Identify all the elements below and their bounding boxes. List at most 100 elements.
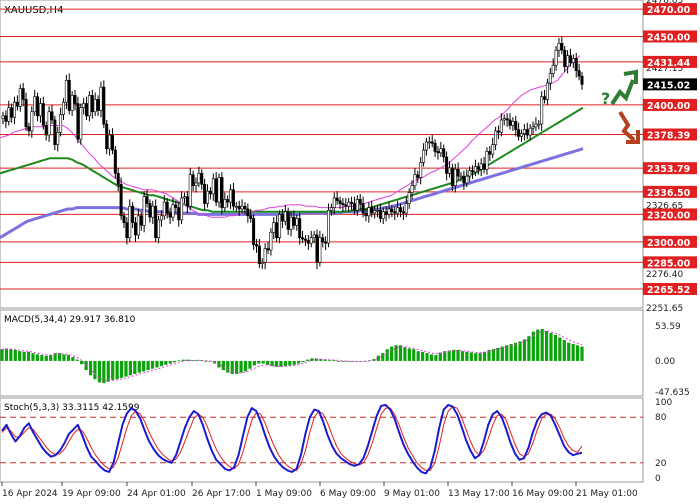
candle-body — [557, 43, 561, 51]
candle-body — [10, 107, 14, 118]
candle-body — [580, 75, 584, 85]
candle-body — [1, 115, 5, 119]
macd-bar — [26, 351, 31, 361]
symbol-title: XAUUSD,H4 — [4, 5, 63, 16]
macd-bar — [124, 360, 128, 377]
candle-body — [447, 167, 451, 174]
level-label: 2431.44 — [647, 58, 691, 69]
candle-body — [148, 203, 152, 218]
level-label: 2265.52 — [647, 285, 690, 296]
candle-body — [298, 218, 302, 239]
macd-bar — [456, 349, 460, 361]
macd-bar — [102, 360, 106, 384]
candle-body — [566, 55, 570, 67]
macd-bar — [252, 360, 256, 366]
macd-bar — [509, 343, 513, 361]
macd-bar — [421, 351, 425, 361]
macd-bar — [288, 360, 292, 366]
candle-body — [257, 245, 261, 265]
macd-bar — [221, 360, 225, 371]
macd-bar — [301, 360, 305, 363]
candle-body — [220, 177, 224, 208]
candle-body — [162, 201, 166, 217]
candle-body — [422, 149, 426, 163]
macd-bar — [558, 337, 562, 361]
candle-body — [116, 173, 120, 185]
macd-bar — [199, 360, 203, 362]
macd-bar — [190, 360, 194, 362]
current-price-label: 2415.02 — [647, 80, 690, 91]
candle-body — [96, 99, 100, 111]
macd-bar — [235, 360, 239, 374]
macd-bar — [204, 360, 208, 362]
macd-bar — [580, 346, 584, 361]
candle-body — [450, 167, 454, 186]
candle-body — [574, 58, 578, 72]
macd-bar — [536, 329, 540, 361]
candle-body — [174, 204, 178, 208]
macd-bar — [111, 360, 115, 380]
candle-body — [295, 218, 299, 226]
macd-bar — [159, 360, 163, 367]
stoch-signal-line — [1, 406, 583, 471]
candle-body — [537, 123, 541, 126]
macd-bar — [540, 328, 544, 361]
stoch-title: Stoch(5,3,3) 33.3115 42.1599 — [4, 403, 140, 413]
candle-body — [134, 222, 138, 236]
macd-bar — [230, 360, 234, 374]
candle-body — [520, 133, 524, 137]
candle-body — [531, 126, 535, 129]
macd-bar — [177, 360, 181, 362]
candle-body — [528, 127, 532, 136]
candle-body — [387, 208, 391, 215]
macd-title: MACD(5,34,4) 29.917 36.810 — [4, 315, 136, 325]
macd-bar — [500, 346, 504, 361]
candle-body — [108, 134, 112, 150]
macd-bar — [155, 360, 159, 368]
macd-bar — [80, 360, 84, 365]
candle-body — [165, 201, 169, 214]
candle-body — [347, 201, 351, 207]
macd-bar — [9, 349, 13, 361]
candle-body — [237, 205, 241, 210]
candle-body — [226, 199, 230, 203]
macd-bar — [164, 360, 168, 365]
candle-body — [27, 126, 31, 132]
macd-bar — [279, 360, 283, 367]
macd-bar — [283, 360, 287, 367]
candle-body — [122, 215, 126, 223]
candle-body — [18, 88, 22, 107]
price-axis-tick: 2427.15 — [646, 64, 683, 74]
candle-body — [571, 58, 575, 63]
candle-body — [30, 111, 34, 132]
candle-body — [439, 148, 443, 154]
macd-bar — [350, 360, 354, 362]
candle-body — [292, 216, 296, 226]
macd-signal-line — [1, 330, 583, 382]
candle-body — [456, 168, 460, 177]
level-label-bg — [643, 283, 697, 296]
candle-body — [433, 142, 437, 152]
macd-bar — [425, 353, 429, 361]
candle-body — [473, 166, 477, 173]
candle-body — [191, 174, 195, 186]
macd-bar — [88, 360, 93, 376]
stoch-axis-tick: 0 — [655, 474, 661, 484]
candle-body — [139, 215, 143, 226]
macd-bar — [274, 360, 279, 367]
macd-panel: MACD(5,34,4) 29.917 36.810 53.59 0.00 -47.… — [0, 309, 690, 398]
macd-bar — [567, 342, 571, 361]
stoch-axis-tick: 100 — [655, 398, 672, 408]
macd-bar — [407, 348, 411, 361]
macd-bar — [575, 345, 580, 361]
x-axis-tick-label: 9 May 01:00 — [384, 489, 440, 499]
candle-body — [252, 218, 256, 245]
candle-body — [93, 99, 97, 113]
candle-body — [278, 214, 282, 239]
macd-bar — [297, 360, 301, 364]
macd-bar — [531, 331, 535, 361]
candle-body — [522, 129, 526, 134]
candle-body — [157, 219, 161, 239]
